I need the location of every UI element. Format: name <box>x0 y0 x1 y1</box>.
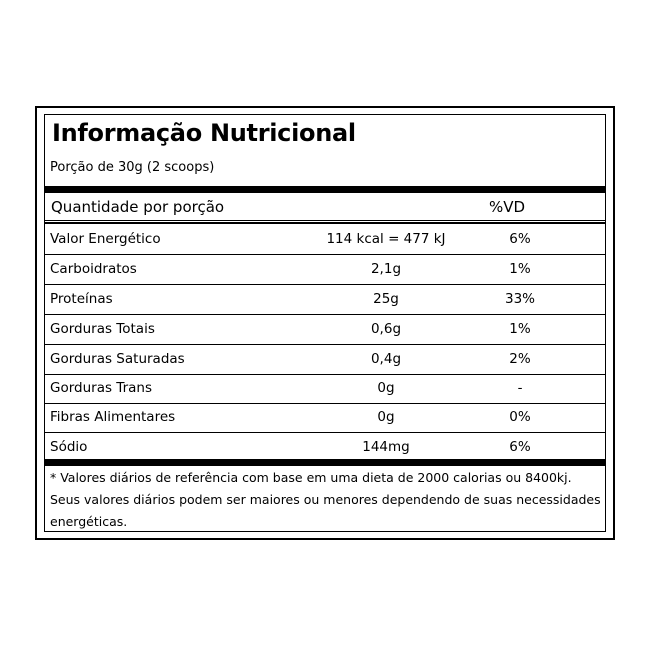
nutrition-label <box>35 106 615 540</box>
nutrient-amount: 0g <box>377 409 395 425</box>
nutrient-amount: 25g <box>373 291 399 307</box>
row-divider <box>44 284 606 285</box>
nutrient-name: Fibras Alimentares <box>50 409 176 425</box>
footnote-line: * Valores diários de referência com base… <box>50 470 572 485</box>
table-header-row: Quantidade por porção %VD <box>44 193 606 221</box>
portion-size: Porção de 30g (2 scoops) <box>50 160 215 175</box>
row-divider <box>44 403 606 404</box>
nutrient-vd: - <box>517 380 523 396</box>
table-row: Valor Energético 114 kcal = 477 kJ 6% <box>44 223 606 253</box>
footnote-line: Seus valores diários podem ser maiores o… <box>50 492 601 507</box>
nutrient-name: Gorduras Totais <box>50 321 155 337</box>
row-divider <box>44 314 606 315</box>
table-row: Proteínas 25g 33% <box>44 283 606 313</box>
nutrient-vd: 1% <box>509 321 531 337</box>
nutrient-name: Proteínas <box>50 291 113 307</box>
table-row: Sódio 144mg 6% <box>44 431 606 461</box>
nutrient-name: Sódio <box>50 439 88 455</box>
row-divider <box>44 344 606 345</box>
nutrient-amount: 0g <box>377 380 395 396</box>
label-title: Informação Nutricional <box>52 119 356 147</box>
nutrient-name: Gorduras Saturadas <box>50 351 185 367</box>
nutrient-vd: 6% <box>509 231 531 247</box>
row-divider <box>44 432 606 433</box>
vd-header-label: %VD <box>489 198 526 216</box>
footnote-line: energéticas. <box>50 514 128 529</box>
top-thick-divider <box>44 186 606 193</box>
table-row: Fibras Alimentares 0g 0% <box>44 401 606 431</box>
quantity-per-portion-label: Quantidade por porção <box>51 198 225 216</box>
bottom-thick-divider <box>44 459 606 466</box>
inner-top-border <box>44 114 606 115</box>
inner-right-border <box>605 114 606 532</box>
nutrient-vd: 33% <box>504 291 535 307</box>
nutrient-vd: 2% <box>509 351 531 367</box>
inner-bottom-border <box>44 531 606 532</box>
inner-left-border <box>44 114 45 532</box>
table-row: Carboidratos 2,1g 1% <box>44 253 606 283</box>
row-divider <box>44 254 606 255</box>
table-row: Gorduras Saturadas 0,4g 2% <box>44 343 606 373</box>
table-row: Gorduras Totais 0,6g 1% <box>44 313 606 343</box>
nutrient-name: Gorduras Trans <box>50 380 152 396</box>
header-bottom-line <box>44 222 606 224</box>
nutrient-vd: 1% <box>509 261 531 277</box>
table-row: Gorduras Trans 0g - <box>44 372 606 402</box>
nutrient-amount: 0,6g <box>370 321 402 337</box>
nutrient-amount: 2,1g <box>370 261 402 277</box>
nutrient-vd: 6% <box>509 439 531 455</box>
row-divider <box>44 374 606 375</box>
nutrient-vd: 0% <box>509 409 531 425</box>
nutrient-name: Valor Energético <box>50 231 161 247</box>
nutrient-amount: 144mg <box>362 439 410 455</box>
nutrient-amount: 0,4g <box>370 351 402 367</box>
nutrient-name: Carboidratos <box>50 261 137 277</box>
footnote: * Valores diários de referência com base… <box>50 467 606 533</box>
nutrient-amount: 114 kcal = 477 kJ <box>326 231 446 247</box>
